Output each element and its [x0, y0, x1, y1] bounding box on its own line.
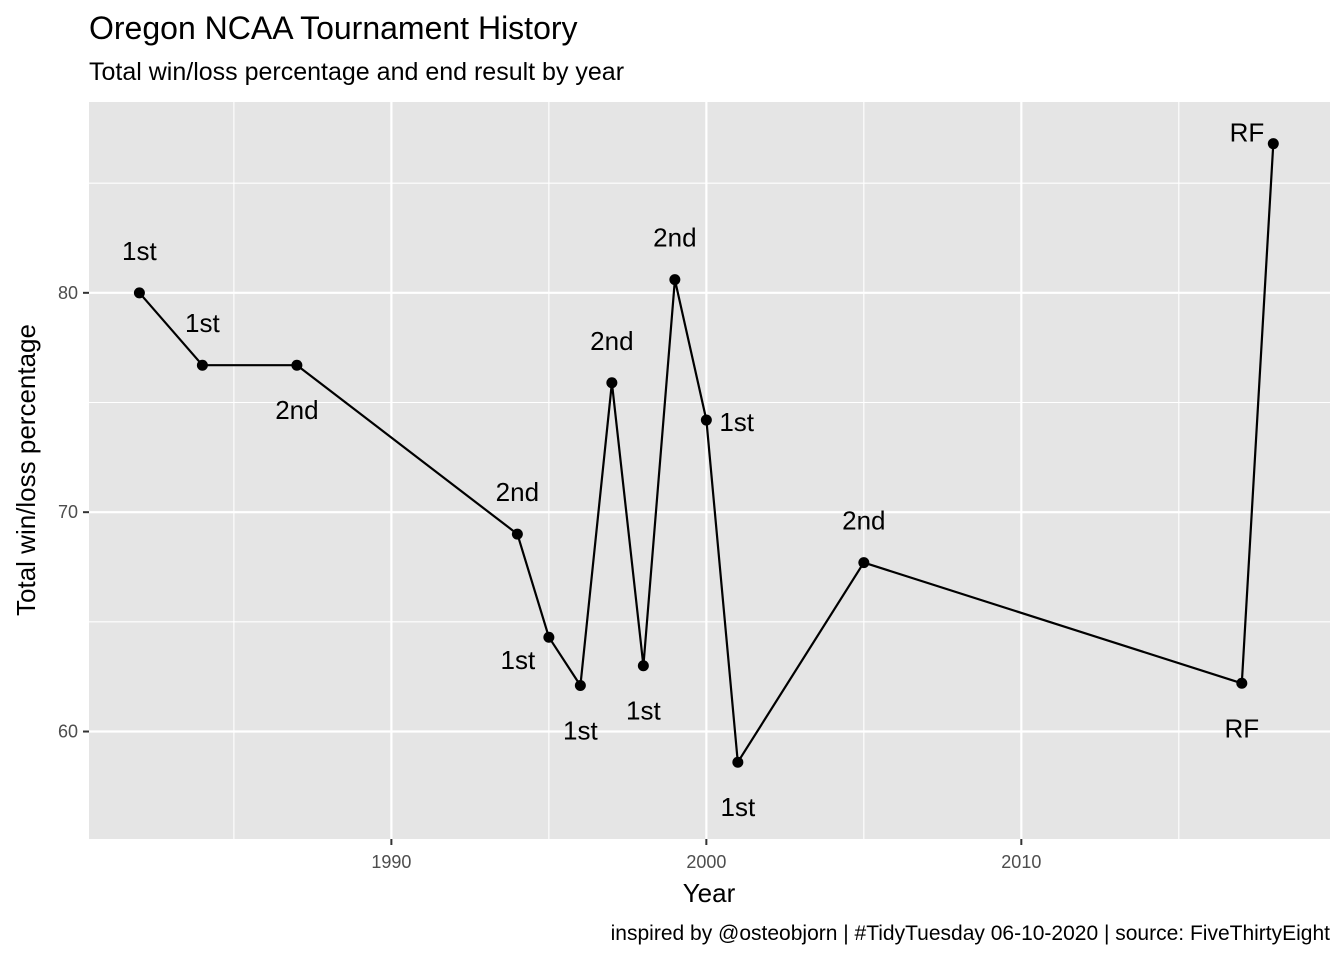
data-point — [732, 756, 744, 768]
data-point — [669, 274, 681, 286]
x-axis-title: Year — [683, 878, 736, 908]
data-label: RF — [1224, 713, 1259, 743]
x-tick-label: 1990 — [371, 852, 411, 872]
plot-panel — [89, 102, 1330, 839]
data-label: 2nd — [590, 326, 633, 356]
data-point — [196, 359, 208, 371]
data-label: 1st — [563, 715, 598, 745]
data-label: 2nd — [496, 477, 539, 507]
data-label: 1st — [185, 308, 220, 338]
y-tick-label: 80 — [58, 283, 78, 303]
chart-subtitle: Total win/loss percentage and end result… — [89, 58, 625, 86]
chart-caption: inspired by @osteobjorn | #TidyTuesday 0… — [610, 922, 1330, 945]
y-axis-title: Total win/loss percentage — [11, 324, 41, 616]
data-label: 2nd — [842, 506, 885, 536]
data-point — [1236, 677, 1248, 689]
data-label: 2nd — [275, 395, 318, 425]
series-line — [138, 143, 1275, 764]
minor-gridlines — [89, 102, 1330, 839]
data-label: RF — [1230, 118, 1265, 148]
data-label: 1st — [501, 645, 536, 675]
y-tick-label: 70 — [58, 502, 78, 522]
data-point — [606, 377, 618, 389]
data-series — [133, 138, 1279, 768]
data-labels: 1st 1st 2nd 2nd 1st 1st 2nd 1st 2nd 1st 1st 2nd RF RF — [122, 118, 1264, 823]
data-point — [858, 557, 870, 569]
data-point — [637, 660, 649, 672]
data-label: 1st — [626, 696, 661, 726]
data-label: 1st — [721, 792, 756, 822]
data-label: 1st — [719, 407, 754, 437]
major-gridlines — [89, 102, 1330, 839]
data-point — [133, 287, 145, 299]
data-point — [291, 359, 303, 371]
data-label: 2nd — [653, 223, 696, 253]
chart-title: Oregon NCAA Tournament History — [89, 10, 578, 46]
y-tick-label: 60 — [58, 722, 78, 742]
axes: 1990 2000 2010 60 70 80 — [58, 283, 1041, 872]
x-tick-label: 2000 — [686, 852, 726, 872]
data-point — [511, 528, 523, 540]
data-point — [543, 631, 555, 643]
data-label: 1st — [122, 236, 157, 266]
data-point — [1267, 138, 1279, 150]
data-point — [700, 414, 712, 426]
x-tick-label: 2010 — [1001, 852, 1041, 872]
data-point — [574, 679, 586, 691]
